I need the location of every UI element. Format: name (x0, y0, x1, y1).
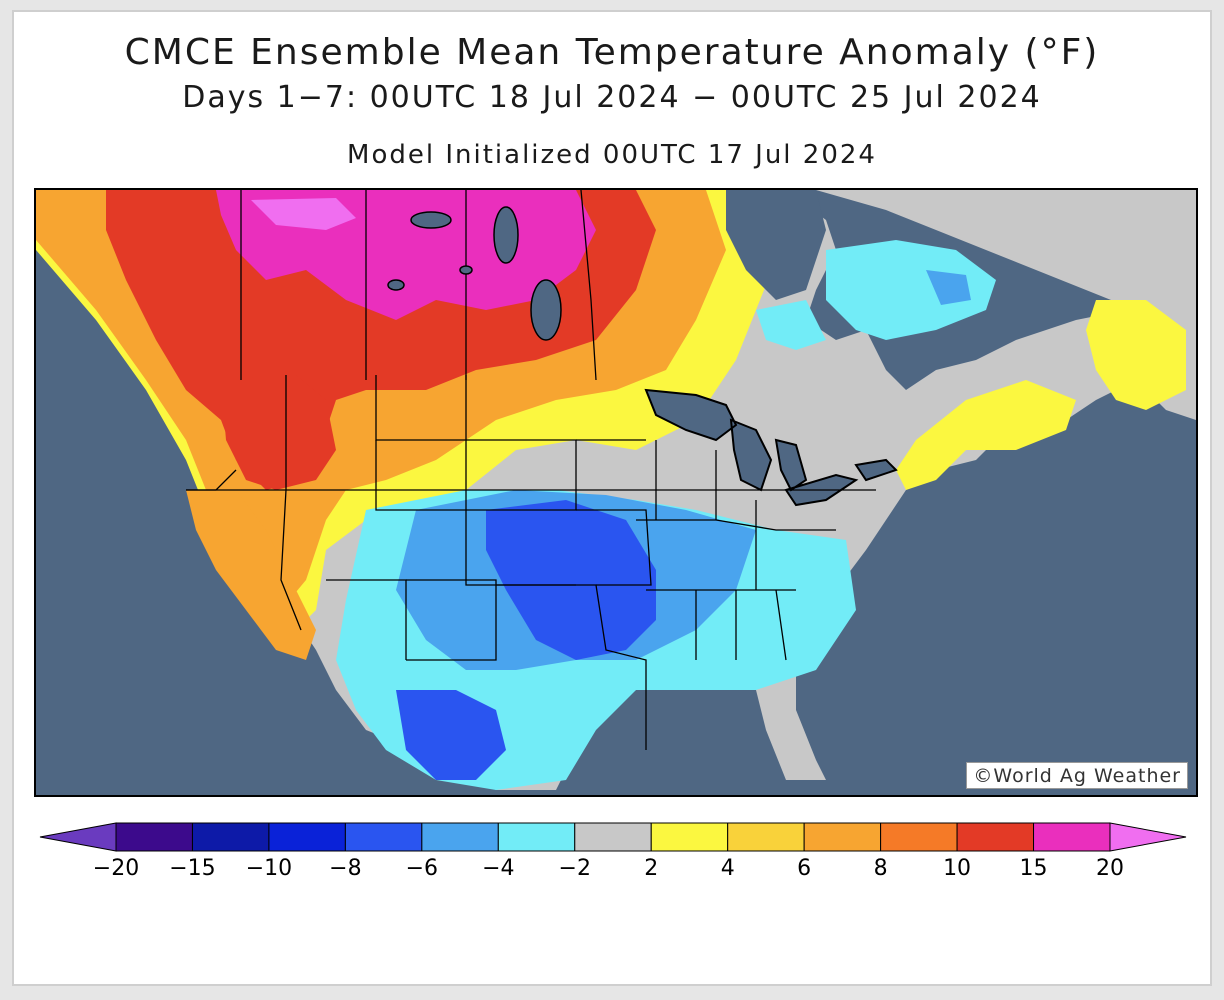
model-init-line: Model Initialized 00UTC 17 Jul 2024 (347, 140, 877, 170)
map-title: CMCE Ensemble Mean Temperature Anomaly (… (124, 32, 1100, 73)
anomaly-orange-california (186, 490, 316, 660)
legend-swatch (803, 822, 882, 852)
legend-tick-label: 4 (721, 856, 735, 881)
anomaly-map: ©World Ag Weather (34, 188, 1198, 797)
legend-tick-label: −4 (482, 856, 514, 881)
legend-arrow-low (39, 822, 117, 852)
legend-tick-label: 20 (1096, 856, 1124, 881)
land-east-canada (816, 190, 1196, 420)
anomaly-blue-texas (396, 690, 506, 780)
legend-tick-label: −2 (559, 856, 591, 881)
anomaly-blue-plains (486, 500, 656, 660)
legend-tick-label: −10 (246, 856, 292, 881)
legend-swatch (268, 822, 346, 852)
legend-swatch (191, 822, 270, 852)
color-scale-legend: −20 −15 −10 −8 −6 −4 −2 2 4 6 8 10 15 20 (0, 815, 1224, 885)
legend-svg: −20 −15 −10 −8 −6 −4 −2 2 4 6 8 10 15 20 (39, 822, 1187, 881)
legend-swatch (344, 822, 423, 852)
anomaly-map-svg: ©World Ag Weather (36, 190, 1196, 795)
legend-tick-label: −8 (329, 856, 361, 881)
legend-swatch (115, 822, 193, 852)
prairie-lakes (387, 206, 562, 341)
anomaly-red-idaho (221, 375, 336, 490)
legend-tick-label: −15 (169, 856, 215, 881)
legend-tick-label: 8 (874, 856, 888, 881)
legend-tick-label: −6 (406, 856, 438, 881)
anomaly-yellow-maritimes (1086, 300, 1186, 410)
legend-tick-label: 15 (1020, 856, 1048, 881)
anomaly-cyan-ontario-east (756, 300, 826, 350)
legend-tick-label: −20 (93, 856, 139, 881)
legend-tick-label: 2 (644, 856, 658, 881)
legend-swatch (497, 822, 576, 852)
map-subtitle: Days 1−7: 00UTC 18 Jul 2024 − 00UTC 25 J… (182, 80, 1042, 115)
hudson-bay (726, 190, 826, 300)
political-borders (186, 190, 876, 750)
credit-label: ©World Ag Weather (966, 762, 1188, 789)
anomaly-cyan-quebec (826, 240, 996, 340)
legend-swatch (880, 822, 958, 852)
legend-tick-label: 10 (943, 856, 971, 881)
legend-tick-label: 6 (797, 856, 811, 881)
legend-swatch (421, 822, 499, 852)
legend-swatch (1033, 822, 1111, 852)
anomaly-pink-core (251, 198, 356, 230)
anomaly-yellow-gulf-st-lawrence (896, 380, 1076, 490)
anomaly-blue-quebec (926, 270, 971, 305)
legend-arrow-high (1109, 822, 1187, 852)
legend-swatch (650, 822, 729, 852)
legend-swatch (574, 822, 652, 852)
legend-swatch (727, 822, 805, 852)
legend-swatch (956, 822, 1035, 852)
